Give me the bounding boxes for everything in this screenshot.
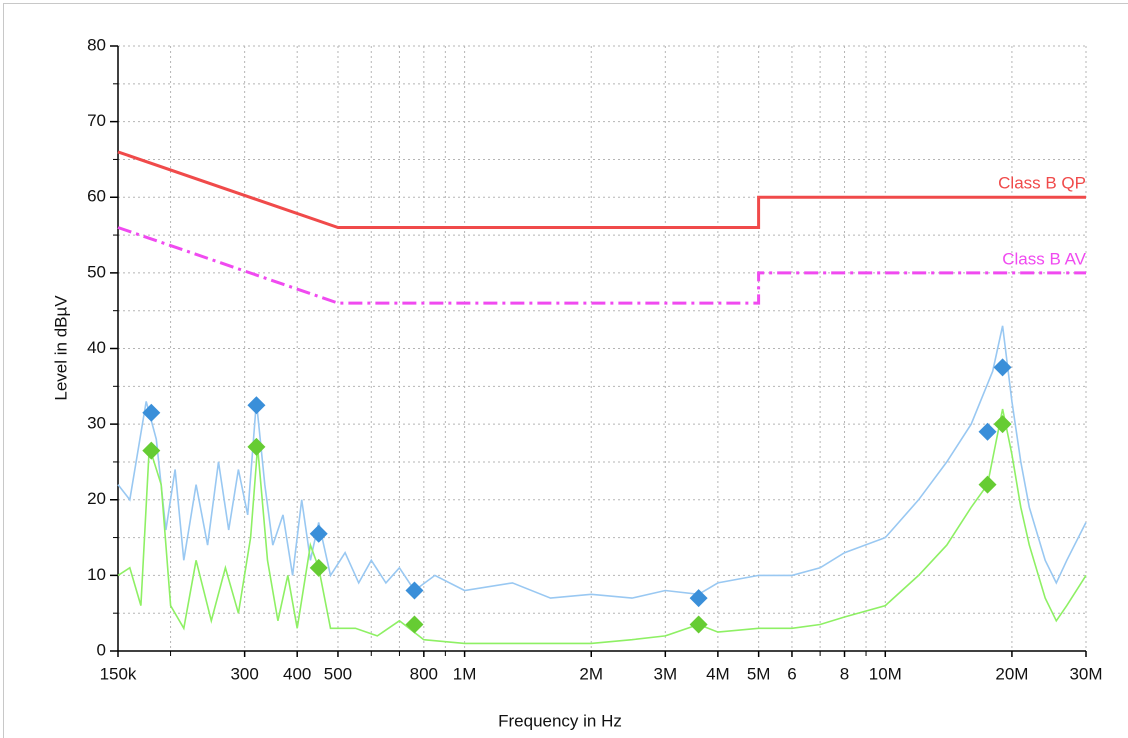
marker: [142, 441, 161, 460]
series-label: Class B QP: [998, 174, 1086, 193]
x-tick-label: 500: [324, 664, 352, 683]
x-tick-label: 400: [283, 664, 311, 683]
marker: [247, 396, 266, 415]
x-tick-label: 3M: [654, 664, 678, 683]
x-tick-label: 30M: [1069, 664, 1102, 683]
series-label: Class B AV: [1002, 249, 1086, 268]
marker: [405, 615, 424, 634]
x-axis-label: Frequency in Hz: [498, 711, 622, 730]
limit-line: [117, 150, 1086, 229]
x-tick-label: 6: [787, 664, 796, 683]
marker: [978, 475, 997, 494]
y-axis-label: Level in dBµV: [51, 295, 70, 401]
trace: [117, 408, 1087, 645]
x-tick-label: 800: [410, 664, 438, 683]
x-tick-label: 300: [230, 664, 258, 683]
y-tick-label: 20: [87, 489, 106, 508]
y-tick-label: 50: [87, 262, 106, 281]
x-tick-label: 2M: [579, 664, 603, 683]
marker: [993, 358, 1012, 377]
x-tick-label: 5M: [747, 664, 771, 683]
x-tick-label: 4M: [706, 664, 730, 683]
x-tick-label: 1M: [453, 664, 477, 683]
y-tick-label: 0: [97, 640, 106, 659]
x-tick-label: 150k: [100, 664, 137, 683]
y-tick-label: 80: [87, 35, 106, 54]
frame: [3, 3, 1128, 738]
marker: [309, 524, 328, 543]
marker: [142, 403, 161, 422]
marker: [405, 581, 424, 600]
trace: [117, 325, 1087, 599]
marker: [309, 558, 328, 577]
limit-line: [117, 226, 1086, 305]
marker: [247, 437, 266, 456]
x-tick-label: 20M: [995, 664, 1028, 683]
y-tick-label: 30: [87, 414, 106, 433]
x-tick-label: 8: [840, 664, 849, 683]
marker: [993, 415, 1012, 434]
y-tick-label: 40: [87, 338, 106, 357]
y-tick-label: 60: [87, 187, 106, 206]
marker: [689, 589, 708, 608]
y-tick-label: 10: [87, 565, 106, 584]
x-tick-label: 10M: [869, 664, 902, 683]
marker: [689, 615, 708, 634]
y-tick-label: 70: [87, 111, 106, 130]
marker: [978, 422, 997, 441]
